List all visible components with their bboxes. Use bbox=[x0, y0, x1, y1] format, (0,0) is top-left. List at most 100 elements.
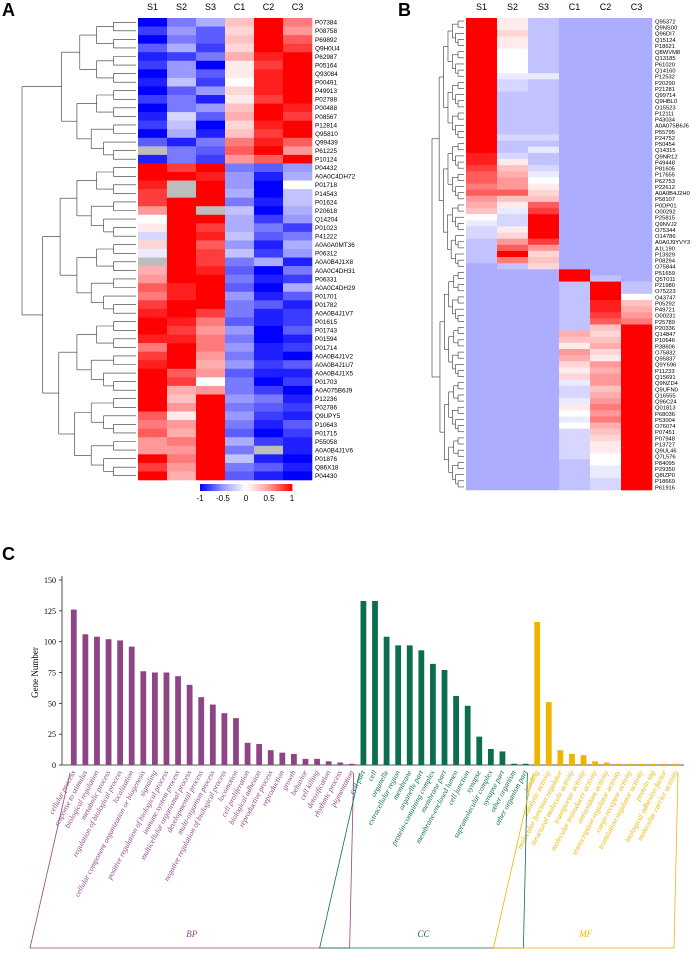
heatmap-cell bbox=[466, 48, 498, 56]
heatmap-cell bbox=[528, 128, 560, 135]
heatmap-cell bbox=[225, 95, 255, 104]
heatmap-cell bbox=[225, 154, 255, 164]
heatmap-cell bbox=[590, 244, 622, 252]
heatmap-cell bbox=[590, 171, 622, 178]
heatmap-cell bbox=[167, 52, 197, 62]
row-label: P43034 bbox=[655, 118, 676, 124]
heatmap-cell bbox=[621, 483, 653, 491]
heatmap-cell bbox=[590, 459, 622, 466]
heatmap-cell bbox=[466, 165, 498, 172]
row-label: O75832 bbox=[655, 350, 676, 356]
heatmap-cell bbox=[254, 43, 284, 53]
heatmap-cell bbox=[466, 220, 498, 227]
bar bbox=[580, 755, 587, 765]
bar bbox=[615, 763, 622, 765]
heatmap-cell bbox=[225, 420, 255, 429]
heatmap-cell bbox=[254, 411, 284, 421]
heatmap-cell bbox=[254, 129, 284, 139]
heatmap-cell bbox=[225, 257, 255, 267]
heatmap-cell bbox=[466, 349, 498, 356]
heatmap-cell bbox=[225, 300, 255, 310]
heatmap-cell bbox=[590, 36, 622, 43]
heatmap-cell bbox=[621, 103, 653, 111]
heatmap-cell bbox=[621, 263, 653, 270]
heatmap-cell bbox=[497, 109, 529, 117]
heatmap-cell bbox=[138, 77, 168, 87]
heatmap-cell bbox=[283, 129, 313, 139]
heatmap-cell bbox=[196, 120, 226, 130]
heatmap-cell bbox=[528, 281, 560, 289]
heatmap-cell bbox=[621, 85, 653, 92]
bar bbox=[70, 609, 77, 765]
heatmap-cell bbox=[621, 158, 653, 166]
heatmap-cell bbox=[225, 206, 255, 216]
heatmap-cell bbox=[283, 146, 313, 156]
heatmap-cell bbox=[528, 220, 560, 227]
heatmap-b-column-labels: S1 S2 S3 C1 C2 C3 bbox=[476, 2, 642, 12]
heatmap-cell bbox=[254, 377, 284, 387]
heatmap-cell bbox=[254, 462, 284, 472]
heatmap-cell bbox=[621, 226, 653, 233]
heatmap-cell bbox=[138, 368, 168, 378]
row-label: P08758 bbox=[315, 28, 337, 35]
heatmap-cell bbox=[466, 140, 498, 148]
heatmap-cell bbox=[621, 165, 653, 172]
bar bbox=[534, 621, 541, 765]
heatmap-cell bbox=[621, 275, 653, 282]
row-label: A0A0B4J2H0 bbox=[655, 191, 690, 197]
heatmap-cell bbox=[559, 48, 591, 56]
panel-label-c: C bbox=[2, 544, 15, 564]
heatmap-cell bbox=[621, 299, 653, 307]
heatmap-cell bbox=[621, 73, 653, 80]
heatmap-cell bbox=[621, 189, 653, 197]
heatmap-cell bbox=[528, 398, 560, 405]
bar bbox=[603, 762, 610, 765]
group-bracket bbox=[492, 772, 679, 949]
heatmap-cell bbox=[590, 158, 622, 166]
heatmap-cell bbox=[559, 367, 591, 374]
bar bbox=[453, 695, 459, 765]
column-label: C1 bbox=[234, 2, 246, 12]
group-bracket bbox=[29, 772, 355, 949]
heatmap-cell bbox=[167, 394, 197, 404]
heatmap-cell bbox=[497, 379, 529, 387]
heatmap-cell bbox=[283, 274, 313, 284]
heatmap-cell bbox=[497, 287, 529, 295]
heatmap-cell bbox=[559, 434, 591, 442]
heatmap-cell bbox=[466, 54, 498, 62]
heatmap-cell bbox=[254, 454, 284, 464]
heatmap-cell bbox=[225, 223, 255, 233]
heatmap-cell bbox=[497, 416, 529, 423]
heatmap-cell bbox=[466, 263, 498, 270]
heatmap-cell bbox=[497, 336, 529, 344]
heatmap-cell bbox=[528, 440, 560, 448]
heatmap-cell bbox=[138, 437, 168, 447]
bar-panel-c: C 0 25 50 75 100 125 150 Gene Number cellular p… bbox=[2, 544, 684, 949]
bar bbox=[209, 704, 216, 765]
heatmap-cell bbox=[167, 214, 197, 224]
heatmap-cell bbox=[196, 437, 226, 447]
heatmap-cell bbox=[254, 300, 284, 310]
heatmap-cell bbox=[138, 112, 168, 121]
heatmap-cell bbox=[621, 201, 653, 209]
y-tick-label: 25 bbox=[48, 730, 56, 739]
bar bbox=[105, 639, 112, 765]
heatmap-cell bbox=[528, 152, 560, 160]
heatmap-cell bbox=[466, 201, 498, 209]
heatmap-cell bbox=[196, 445, 226, 455]
heatmap-cell bbox=[528, 263, 560, 270]
y-tick-label: 125 bbox=[44, 607, 56, 616]
heatmap-cell bbox=[167, 86, 197, 96]
heatmap-cell bbox=[225, 172, 255, 181]
heatmap-cell bbox=[621, 367, 653, 374]
heatmap-cell bbox=[196, 411, 226, 421]
row-label: Q9NS00 bbox=[655, 26, 677, 32]
heatmap-cell bbox=[167, 120, 197, 130]
heatmap-cell bbox=[528, 299, 560, 307]
bar bbox=[395, 645, 402, 765]
heatmap-cell bbox=[283, 77, 313, 87]
heatmap-cell bbox=[590, 122, 622, 129]
heatmap-cell bbox=[196, 163, 226, 173]
heatmap-cell bbox=[559, 226, 591, 233]
heatmap-cell bbox=[196, 420, 226, 429]
